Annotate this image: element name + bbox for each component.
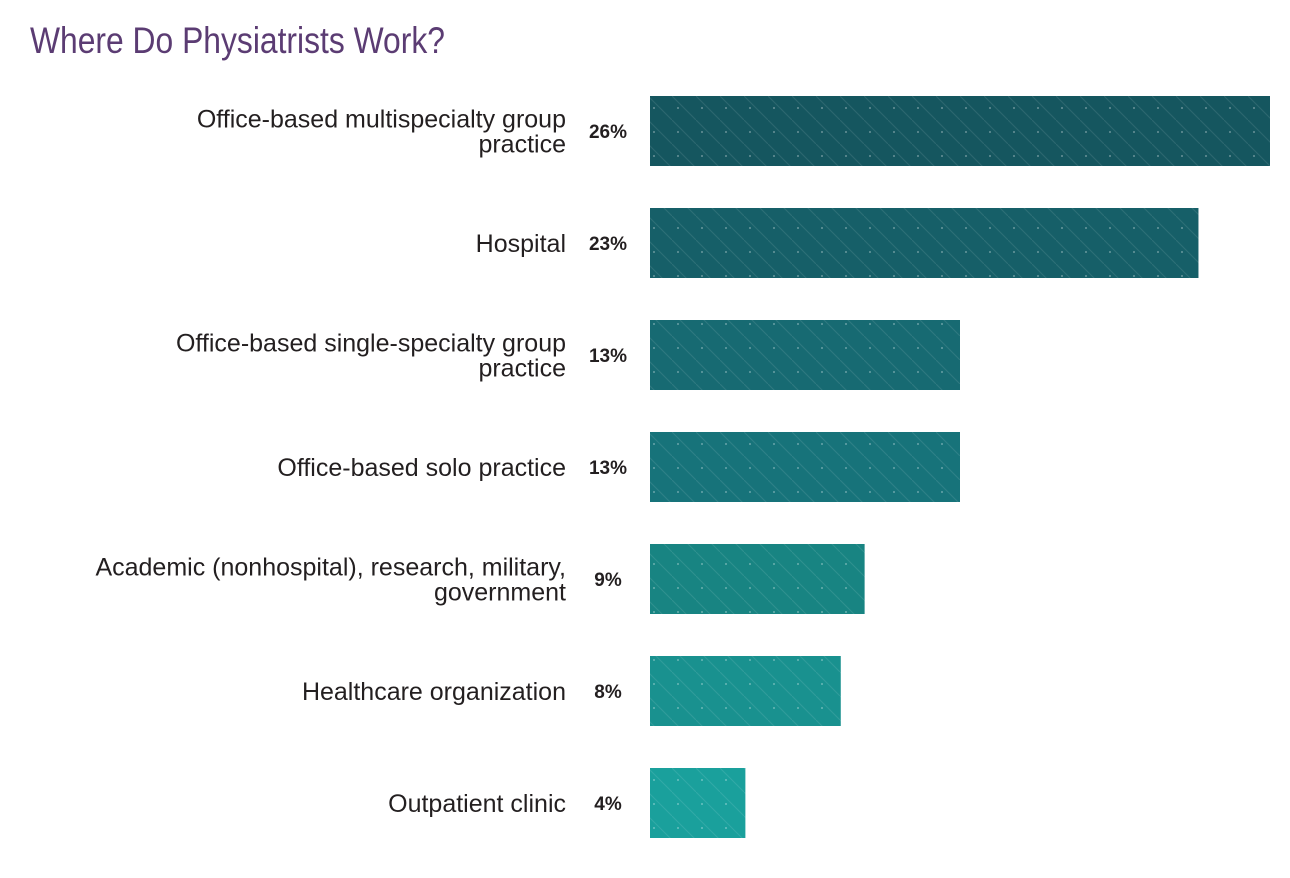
data-label: 26% bbox=[589, 122, 627, 143]
bar-group: 13% Office-based single-specialty group pr… bbox=[176, 320, 960, 390]
category-label-line: Hospital bbox=[476, 230, 566, 258]
category-label-line: Office-based solo practice bbox=[277, 454, 566, 482]
bar-texture bbox=[650, 768, 746, 838]
category-label: Academic (nonhospital), research, milita… bbox=[95, 554, 566, 607]
category-label: Hospital bbox=[476, 230, 566, 258]
bar-texture bbox=[650, 208, 1199, 278]
bar-texture bbox=[650, 656, 841, 726]
bar-group: 4% Outpatient clinic bbox=[388, 768, 746, 838]
data-label: 9% bbox=[594, 570, 622, 591]
category-label: Healthcare organization bbox=[302, 678, 566, 706]
category-label-line: government bbox=[434, 579, 566, 607]
chart-title: Where Do Physiatrists Work? bbox=[30, 20, 445, 61]
category-label-line: Office-based single-specialty group bbox=[176, 330, 566, 358]
category-label: Office-based multispecialty group practic… bbox=[197, 106, 566, 159]
category-label: Office-based single-specialty group pract… bbox=[176, 330, 566, 383]
category-label-line: Healthcare organization bbox=[302, 678, 566, 706]
category-label: Outpatient clinic bbox=[388, 790, 566, 818]
bar-group: 13% Office-based solo practice bbox=[277, 432, 960, 502]
category-label-line: practice bbox=[478, 355, 566, 383]
bar-group: 23% Hospital bbox=[476, 208, 1199, 278]
bar-texture bbox=[650, 544, 865, 614]
bar-texture bbox=[650, 432, 960, 502]
category-label-line: practice bbox=[478, 131, 566, 159]
category-label: Office-based solo practice bbox=[277, 454, 566, 482]
data-label: 8% bbox=[594, 682, 622, 703]
data-label: 23% bbox=[589, 234, 627, 255]
bar-group: 8% Healthcare organization bbox=[302, 656, 841, 726]
bar-texture bbox=[650, 96, 1270, 166]
category-label-line: Academic (nonhospital), research, milita… bbox=[95, 554, 566, 582]
bar-group: 9% Academic (nonhospital), research, mili… bbox=[95, 544, 865, 614]
category-label-line: Outpatient clinic bbox=[388, 790, 566, 818]
bar-group: 26% Office-based multispecialty group prac… bbox=[197, 96, 1270, 166]
category-label-line: Office-based multispecialty group bbox=[197, 106, 566, 134]
data-label: 13% bbox=[589, 458, 627, 479]
data-label: 4% bbox=[594, 794, 622, 815]
bar-texture bbox=[650, 320, 960, 390]
data-label: 13% bbox=[589, 346, 627, 367]
